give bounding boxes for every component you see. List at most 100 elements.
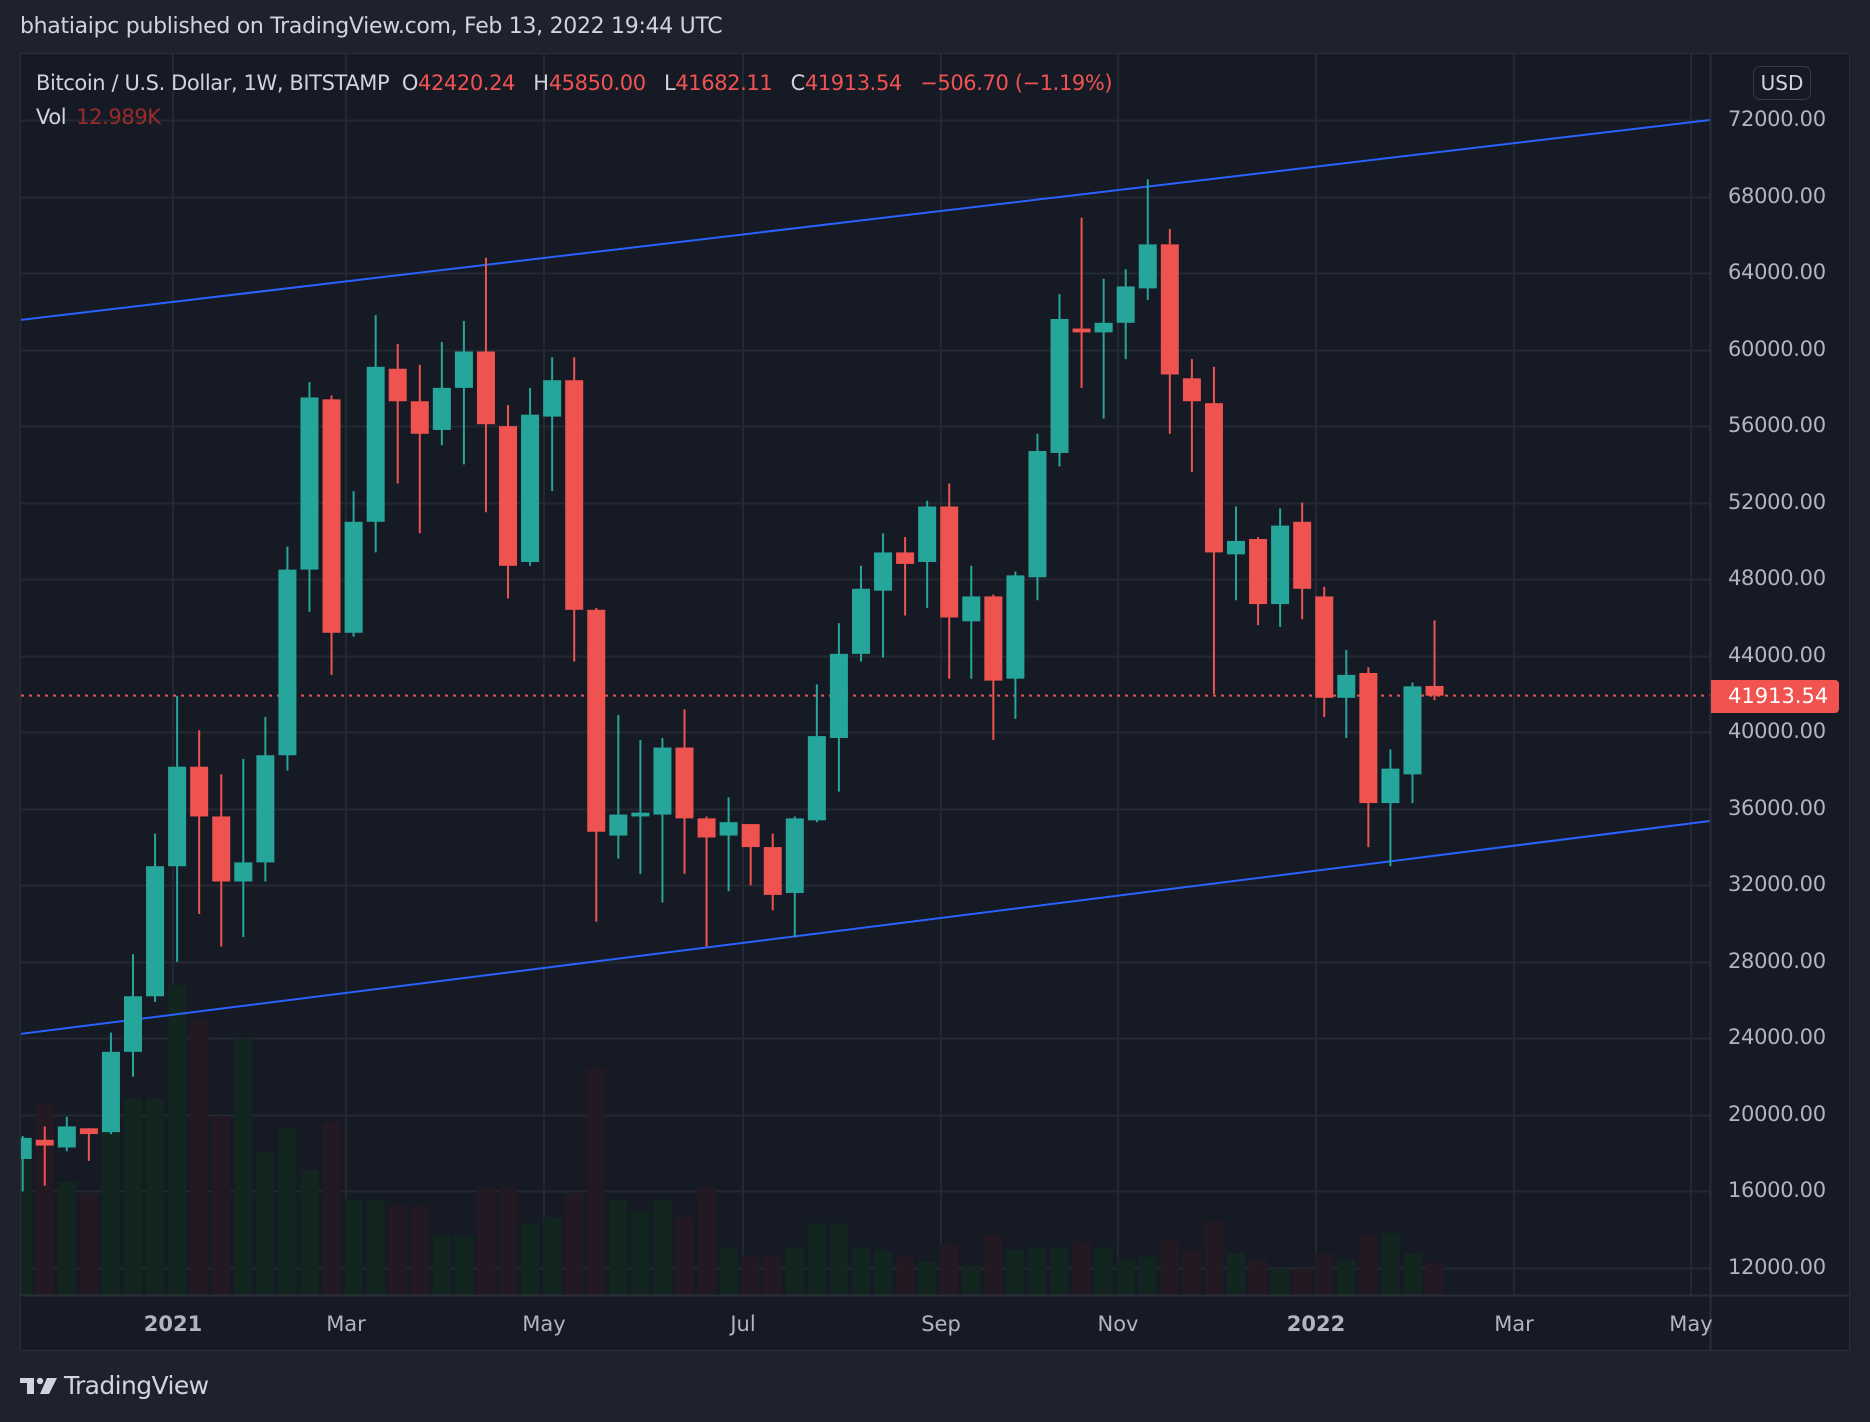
candle[interactable] [851,565,870,662]
volume-bar [1425,1262,1444,1295]
candle[interactable] [322,395,341,675]
price-tick-label: 28000.00 [1728,948,1826,973]
candle[interactable] [146,833,165,1003]
candle[interactable] [631,739,650,874]
candle[interactable] [785,816,804,937]
candle[interactable] [14,1135,32,1192]
candle[interactable] [1381,749,1400,867]
candle[interactable] [278,546,297,771]
volume-bar [587,1068,606,1295]
candle[interactable] [1006,571,1025,719]
candle[interactable] [410,364,429,534]
candle[interactable] [829,623,848,792]
candle[interactable] [79,1128,98,1161]
candle[interactable] [499,405,518,599]
candle[interactable] [1359,667,1378,848]
price-tick-label: 32000.00 [1728,872,1826,897]
candle[interactable] [1425,620,1444,701]
candle[interactable] [1182,359,1201,473]
candle[interactable] [1138,179,1157,300]
open-value: 42420.24 [418,71,516,95]
candle[interactable] [962,565,981,679]
volume-bar [499,1187,518,1295]
candle[interactable] [1315,586,1334,717]
candle[interactable] [543,357,562,492]
candle[interactable] [697,816,716,947]
volume-bar [1138,1256,1157,1295]
candle[interactable] [124,954,142,1077]
tradingview-logo[interactable]: TradingView [20,1371,209,1400]
trendline[interactable] [20,820,1710,1035]
time-tick-label: Mar [326,1312,366,1336]
volume-bar [1227,1253,1245,1295]
candle[interactable] [653,738,672,903]
volume-bar [1381,1233,1400,1295]
candle[interactable] [1028,433,1047,601]
candle[interactable] [432,341,451,446]
volume-bar [1050,1247,1069,1295]
candle[interactable] [234,759,253,937]
candle[interactable] [587,607,606,922]
trendline[interactable] [20,119,1710,321]
candle[interactable] [918,500,937,608]
candle[interactable] [454,320,473,465]
candle[interactable] [896,537,915,616]
candle[interactable] [1403,682,1422,804]
volume-bar [146,1098,165,1295]
candle[interactable] [212,774,231,947]
candle[interactable] [1050,294,1069,467]
time-tick-label: Mar [1494,1312,1534,1336]
currency-button[interactable]: USD [1753,66,1811,100]
volume-bar [124,1098,142,1295]
candle[interactable] [719,797,738,892]
candle[interactable] [168,695,187,962]
candle[interactable] [1337,649,1356,739]
candle[interactable] [1227,506,1245,601]
candle[interactable] [521,387,540,566]
time-tick-label: 2022 [1286,1312,1346,1336]
price-tick-label: 48000.00 [1728,566,1826,591]
volume-bar [874,1250,893,1295]
candle[interactable] [1271,508,1290,628]
volume-bar [1116,1259,1135,1295]
candle[interactable] [874,533,893,658]
candle[interactable] [1094,278,1113,419]
tradingview-logo-icon [20,1377,57,1394]
candle[interactable] [807,684,826,823]
candle[interactable] [1293,502,1312,620]
candle[interactable] [190,730,209,915]
candle[interactable] [565,357,584,662]
volume-label[interactable]: Vol [36,105,67,129]
candle[interactable] [256,716,275,882]
candle[interactable] [1249,537,1268,626]
candle[interactable] [1160,229,1179,434]
candle[interactable] [388,343,407,484]
candle[interactable] [35,1126,54,1186]
candle[interactable] [1204,366,1223,694]
candle[interactable] [366,315,385,553]
candle[interactable] [940,483,959,679]
candle[interactable] [675,709,694,874]
candle[interactable] [300,382,319,612]
high-value: 45850.00 [548,71,646,95]
volume-bar [1028,1247,1047,1295]
price-tick-label: 72000.00 [1728,107,1826,131]
volume-bar [256,1151,275,1295]
candle[interactable] [344,491,363,637]
candle[interactable] [609,715,628,859]
candle[interactable] [57,1116,76,1152]
volume-bar [1293,1268,1312,1295]
price-tick-label: 20000.00 [1728,1101,1826,1126]
candle[interactable] [763,833,782,911]
volume-bar [234,1038,253,1295]
volume-bar [697,1187,716,1295]
symbol-title[interactable]: Bitcoin / U.S. Dollar, 1W, BITSTAMP [36,71,390,95]
volume-bar [631,1211,650,1295]
candle[interactable] [984,594,1003,740]
candle[interactable] [476,257,495,513]
candle[interactable] [741,824,760,886]
candle[interactable] [101,1032,120,1135]
candle[interactable] [1072,217,1091,388]
candle[interactable] [1116,269,1135,360]
